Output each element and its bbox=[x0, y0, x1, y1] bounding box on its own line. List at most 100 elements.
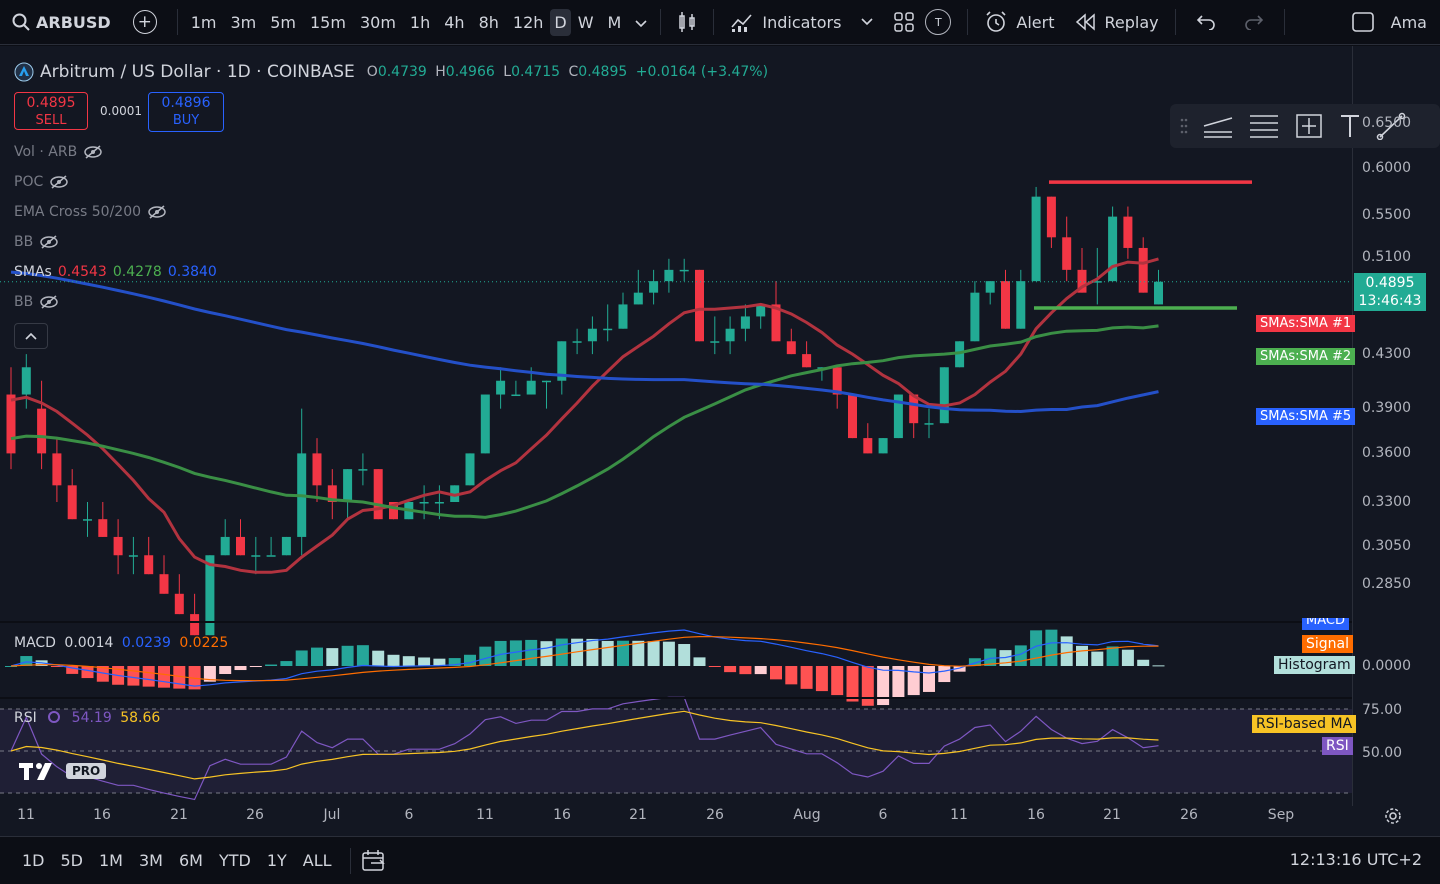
interval-dropdown-chevron-icon[interactable] bbox=[628, 13, 654, 32]
macd-tag: MACD bbox=[1302, 618, 1349, 630]
eye-off-icon[interactable] bbox=[147, 205, 167, 219]
undo-button[interactable] bbox=[1182, 14, 1230, 30]
candle bbox=[480, 394, 490, 454]
eye-off-icon[interactable] bbox=[83, 145, 103, 159]
utc-clock[interactable]: 12:13:16 UTC+2 bbox=[1289, 850, 1422, 869]
indicator-poc[interactable]: POC bbox=[14, 174, 69, 190]
trading-t-button[interactable]: T bbox=[925, 9, 952, 35]
interval-m[interactable]: M bbox=[607, 12, 622, 32]
eye-off-icon[interactable] bbox=[49, 175, 69, 189]
candle-body bbox=[373, 469, 383, 520]
alert-label: Alert bbox=[1016, 12, 1055, 32]
eye-off-icon[interactable] bbox=[39, 295, 59, 309]
interval-8h[interactable]: 8h bbox=[478, 12, 499, 32]
chart-area[interactable]: Arbitrum / US Dollar · 1D · COINBASE O0.… bbox=[0, 46, 1440, 836]
replay-button[interactable]: Replay bbox=[1065, 13, 1169, 32]
compare-symbol-button[interactable]: + bbox=[132, 10, 157, 34]
candle bbox=[98, 502, 108, 537]
interval-30m[interactable]: 30m bbox=[359, 12, 396, 32]
candle-body bbox=[710, 341, 720, 343]
candle bbox=[450, 485, 460, 502]
candle bbox=[496, 367, 506, 409]
brush-icon[interactable] bbox=[1376, 112, 1406, 140]
account-label: Ama bbox=[1390, 12, 1427, 32]
text-tool-icon[interactable] bbox=[1338, 112, 1362, 140]
macd-histogram-bar bbox=[203, 666, 216, 682]
candle-body bbox=[190, 614, 200, 636]
drag-handle-icon[interactable] bbox=[1180, 117, 1188, 135]
fib-retracement-icon[interactable] bbox=[1248, 112, 1280, 140]
candle bbox=[1001, 269, 1010, 329]
symbol-search[interactable]: ARBUSD bbox=[0, 0, 121, 44]
interval-5m[interactable]: 5m bbox=[270, 12, 296, 32]
range-1y[interactable]: 1Y bbox=[266, 851, 287, 870]
price-chart-svg[interactable] bbox=[0, 46, 1440, 836]
range-ytd[interactable]: YTD bbox=[218, 851, 251, 870]
pane-divider-rsi[interactable] bbox=[0, 697, 1352, 699]
range-all[interactable]: ALL bbox=[302, 851, 332, 870]
redo-button[interactable] bbox=[1230, 14, 1278, 30]
range-1d[interactable]: 1D bbox=[22, 851, 45, 870]
settings-gear-icon[interactable] bbox=[1383, 806, 1403, 826]
macd-histogram-bar bbox=[326, 648, 339, 666]
candle bbox=[1092, 247, 1102, 305]
interval-3m[interactable]: 3m bbox=[230, 12, 257, 32]
date-range-calendar-icon[interactable] bbox=[361, 849, 387, 873]
sma2-line bbox=[10, 324, 1159, 519]
account-button[interactable]: Ama bbox=[1385, 13, 1437, 32]
sell-button[interactable]: 0.4895 SELL bbox=[14, 92, 88, 130]
indicator-smas[interactable]: SMAs 0.4543 0.4278 0.3840 bbox=[14, 264, 217, 280]
interval-12h[interactable]: 12h bbox=[512, 12, 544, 32]
indicators-icon bbox=[731, 14, 752, 32]
trend-channel-icon[interactable] bbox=[1202, 112, 1234, 140]
time-label: Jul bbox=[323, 807, 341, 823]
range-5d[interactable]: 5D bbox=[60, 851, 84, 870]
price-scale-divider bbox=[1352, 46, 1353, 806]
rewind-icon bbox=[1075, 13, 1095, 31]
price-range-icon[interactable] bbox=[1294, 112, 1324, 140]
interval-15m[interactable]: 15m bbox=[310, 12, 346, 32]
range-3m[interactable]: 3M bbox=[138, 851, 163, 870]
interval-d[interactable]: D bbox=[550, 8, 571, 36]
candle-body bbox=[312, 453, 322, 486]
interval-1h[interactable]: 1h bbox=[409, 12, 431, 32]
high-value: 0.4966 bbox=[445, 64, 495, 80]
indicator-bb-1[interactable]: BB bbox=[14, 234, 59, 250]
tradingview-logo[interactable]: PRO bbox=[18, 760, 107, 782]
fullscreen-button[interactable] bbox=[1291, 11, 1385, 33]
macd-histogram-bar bbox=[234, 666, 247, 671]
indicator-bb-2[interactable]: BB bbox=[14, 294, 59, 310]
interval-1m[interactable]: 1m bbox=[190, 12, 217, 32]
layouts-button[interactable] bbox=[883, 11, 925, 33]
candle-body bbox=[144, 555, 154, 575]
indicator-poc-label: POC bbox=[14, 174, 44, 190]
range-6m[interactable]: 6M bbox=[178, 851, 203, 870]
price-label: 0.4300 bbox=[1362, 346, 1411, 362]
candle bbox=[557, 341, 567, 395]
collapse-legend-button[interactable] bbox=[14, 323, 48, 349]
chart-type-button[interactable] bbox=[667, 11, 707, 33]
candle-body bbox=[480, 394, 490, 454]
candle bbox=[220, 519, 230, 556]
candle-body bbox=[970, 292, 980, 342]
eye-off-icon[interactable] bbox=[39, 235, 59, 249]
macd-histogram-bar bbox=[800, 666, 813, 689]
macd-histogram-bar bbox=[402, 656, 415, 666]
interval-4h[interactable]: 4h bbox=[444, 12, 465, 32]
candle bbox=[924, 408, 934, 439]
buy-button[interactable]: 0.4896 BUY bbox=[148, 92, 224, 132]
range-1m[interactable]: 1M bbox=[99, 851, 123, 870]
indicators-button[interactable]: Indicators bbox=[720, 11, 883, 33]
candle bbox=[1031, 186, 1041, 282]
rsi-ma-line bbox=[10, 710, 1159, 780]
symbol-title[interactable]: Arbitrum / US Dollar · 1D · COINBASE bbox=[40, 62, 355, 82]
indicator-ema-cross[interactable]: EMA Cross 50/200 bbox=[14, 204, 167, 220]
separator bbox=[349, 847, 351, 874]
pane-divider-macd[interactable] bbox=[0, 621, 1352, 623]
candle bbox=[633, 269, 643, 305]
indicator-vol[interactable]: Vol · ARB bbox=[14, 144, 103, 160]
candle bbox=[21, 354, 31, 409]
interval-w[interactable]: W bbox=[577, 12, 594, 32]
macd-histogram-bar bbox=[96, 666, 109, 682]
alert-button[interactable]: Alert bbox=[974, 10, 1064, 34]
